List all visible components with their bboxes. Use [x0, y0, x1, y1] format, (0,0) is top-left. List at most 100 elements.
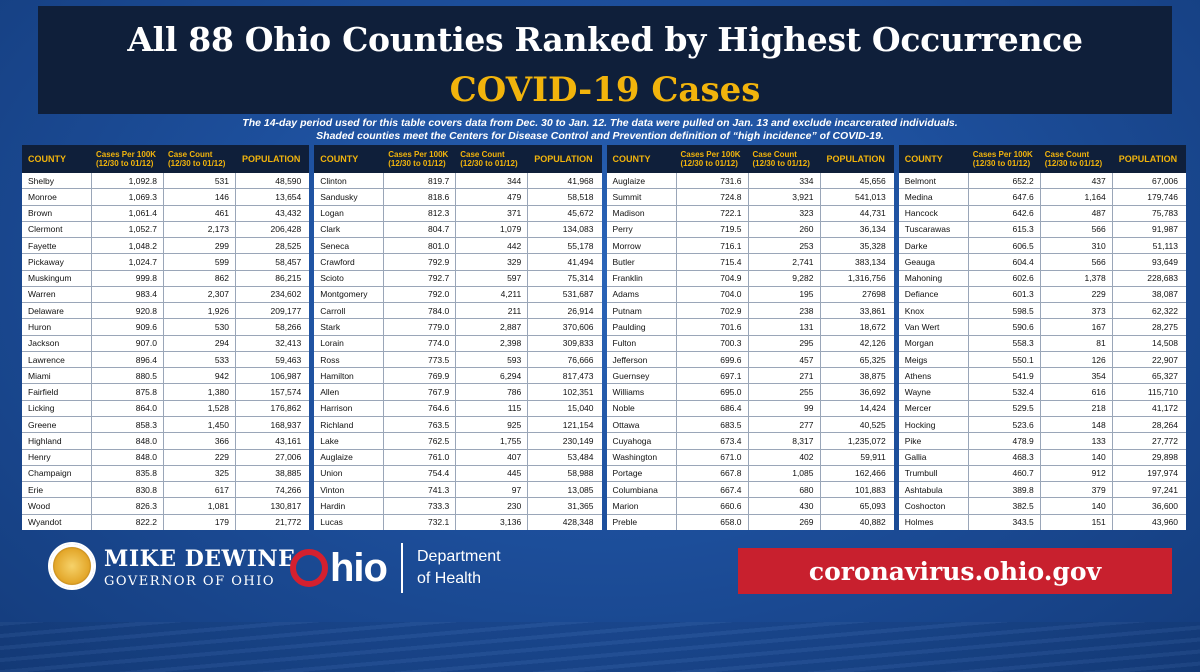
cases-per-100k: 819.7 [384, 173, 457, 189]
case-count: 310 [1041, 238, 1113, 254]
footer-logos: MIKE DEWINE GOVERNOR OF OHIO hio Departm… [40, 540, 540, 600]
county-name: Lucas [314, 514, 385, 530]
cases-per-100k: 774.0 [384, 335, 457, 351]
county-table: COUNTY Cases Per 100K (12/30 to 01/12) Case… [898, 145, 1186, 530]
county-name: Brown [22, 205, 92, 221]
table-row: Lorain 774.0 2,398 309,833 [314, 335, 602, 352]
population: 38,885 [275, 468, 302, 479]
cases-per-100k: 733.3 [384, 498, 457, 514]
case-count: 277 [749, 416, 821, 433]
case-count: 531 [164, 173, 236, 189]
population: 75,314 [567, 273, 594, 284]
header-case-count: Case Count (12/30 to 01/12) [1044, 150, 1103, 168]
cases-per-100k: 880.5 [92, 368, 164, 384]
population: 31,365 [567, 500, 594, 511]
cases-per-100k: 864.0 [92, 400, 164, 416]
cases-per-100k: 601.3 [969, 286, 1041, 303]
page-title: All 88 Ohio Counties Ranked by Highest O… [127, 20, 1083, 59]
table-header: COUNTY Cases Per 100K (12/30 to 01/12) Case… [898, 145, 1186, 173]
county-name: Franklin [607, 270, 677, 286]
cases-per-100k: 683.5 [677, 416, 749, 433]
population: 36,134 [859, 224, 886, 235]
table-row: Mercer 529.5 218 41,172 [898, 400, 1186, 417]
table-row: Mahoning 602.6 1,378 228,683 [898, 270, 1186, 287]
header-population: POPULATION [534, 153, 593, 164]
population: 32,413 [275, 338, 302, 349]
table-row: Morrow 716.1 253 35,328 [606, 238, 894, 255]
county-name: Montgomery [314, 286, 385, 303]
population: 41,968 [567, 175, 594, 186]
cases-per-100k: 343.5 [969, 514, 1041, 530]
governor-title: GOVERNOR OF OHIO [104, 574, 276, 589]
header-case-count: Case Count (12/30 to 01/12) [460, 150, 518, 168]
county-name: Van Wert [899, 319, 969, 335]
county-name: Henry [22, 449, 92, 465]
case-count: 862 [164, 270, 236, 286]
ohio-seal-icon [48, 542, 96, 590]
county-name: Guernsey [607, 368, 677, 384]
table-row: Washington 671.0 402 59,911 [606, 449, 894, 466]
county-name: Gallia [899, 449, 969, 465]
table-header: COUNTY Cases Per 100K (12/30 to 01/12) Case… [22, 145, 310, 173]
cases-per-100k: 848.0 [92, 433, 164, 449]
county-name: Coshocton [899, 498, 969, 514]
cases-per-100k: 804.7 [384, 221, 457, 238]
population: 40,882 [859, 517, 886, 528]
table-row: Lake 762.5 1,755 230,149 [314, 433, 602, 450]
population: 55,178 [567, 240, 594, 251]
case-count: 229 [164, 449, 236, 465]
table-row: Wayne 532.4 616 115,710 [898, 384, 1186, 401]
population: 67,006 [1152, 175, 1178, 186]
case-count: 9,282 [749, 270, 821, 286]
county-name: Jefferson [607, 351, 677, 368]
population: 121,154 [562, 419, 594, 430]
county-name: Pickaway [22, 254, 92, 270]
table-row: Carroll 784.0 211 26,914 [314, 303, 602, 320]
cases-per-100k: 812.3 [384, 205, 457, 221]
header-cases-per-100k: Cases Per 100K (12/30 to 01/12) [680, 150, 741, 168]
background-stripes [0, 622, 1200, 672]
population: 35,328 [859, 240, 886, 251]
case-count: 229 [1041, 286, 1113, 303]
population: 228,683 [1147, 273, 1178, 284]
table-row: Darke 606.5 310 51,113 [898, 238, 1186, 255]
table-row: Portage 667.8 1,085 162,466 [606, 465, 894, 483]
table-row: Scioto 792.7 597 75,314 [314, 270, 602, 287]
cases-per-100k: 704.0 [677, 286, 749, 303]
table-row: Belmont 652.2 437 67,006 [898, 173, 1186, 190]
cases-per-100k: 702.9 [677, 303, 749, 319]
table-row: Harrison 764.6 115 15,040 [314, 400, 602, 417]
case-count: 148 [1041, 416, 1113, 433]
county-name: Williams [607, 384, 677, 400]
website-url[interactable]: coronavirus.ohio.gov [738, 548, 1172, 594]
case-count: 566 [1041, 221, 1113, 238]
table-row: Morgan 558.3 81 14,508 [898, 335, 1186, 352]
table-header: COUNTY Cases Per 100K (12/30 to 01/12) Case… [606, 145, 894, 173]
population: 168,937 [270, 419, 302, 430]
population: 26,914 [567, 305, 594, 316]
table-row: Franklin 704.9 9,282 1,316,756 [606, 270, 894, 287]
cases-per-100k: 523.6 [969, 416, 1041, 433]
table-row: Defiance 601.3 229 38,087 [898, 286, 1186, 304]
cases-per-100k: 719.5 [677, 221, 749, 238]
population: 65,325 [859, 354, 886, 365]
cases-per-100k: 590.6 [969, 319, 1041, 335]
population: 74,266 [275, 484, 302, 495]
cases-per-100k: 615.3 [969, 221, 1041, 238]
cases-per-100k: 858.3 [92, 416, 164, 433]
county-name: Adams [607, 286, 677, 303]
county-name: Allen [314, 384, 385, 400]
population: 38,875 [859, 370, 886, 381]
county-name: Geauga [899, 254, 969, 270]
case-count: 140 [1041, 498, 1113, 514]
cases-per-100k: 671.0 [677, 449, 749, 465]
cases-per-100k: 818.6 [384, 189, 457, 205]
case-count: 479 [456, 189, 529, 205]
table-row: Gallia 468.3 140 29,898 [898, 449, 1186, 466]
table-row: Ashtabula 389.8 379 97,241 [898, 482, 1186, 499]
header-cases-per-100k: Cases Per 100K (12/30 to 01/12) [96, 150, 157, 168]
header-banner: All 88 Ohio Counties Ranked by Highest O… [38, 6, 1172, 114]
case-count: 371 [456, 205, 529, 221]
county-name: Clinton [314, 173, 385, 189]
county-name: Lawrence [22, 351, 92, 368]
